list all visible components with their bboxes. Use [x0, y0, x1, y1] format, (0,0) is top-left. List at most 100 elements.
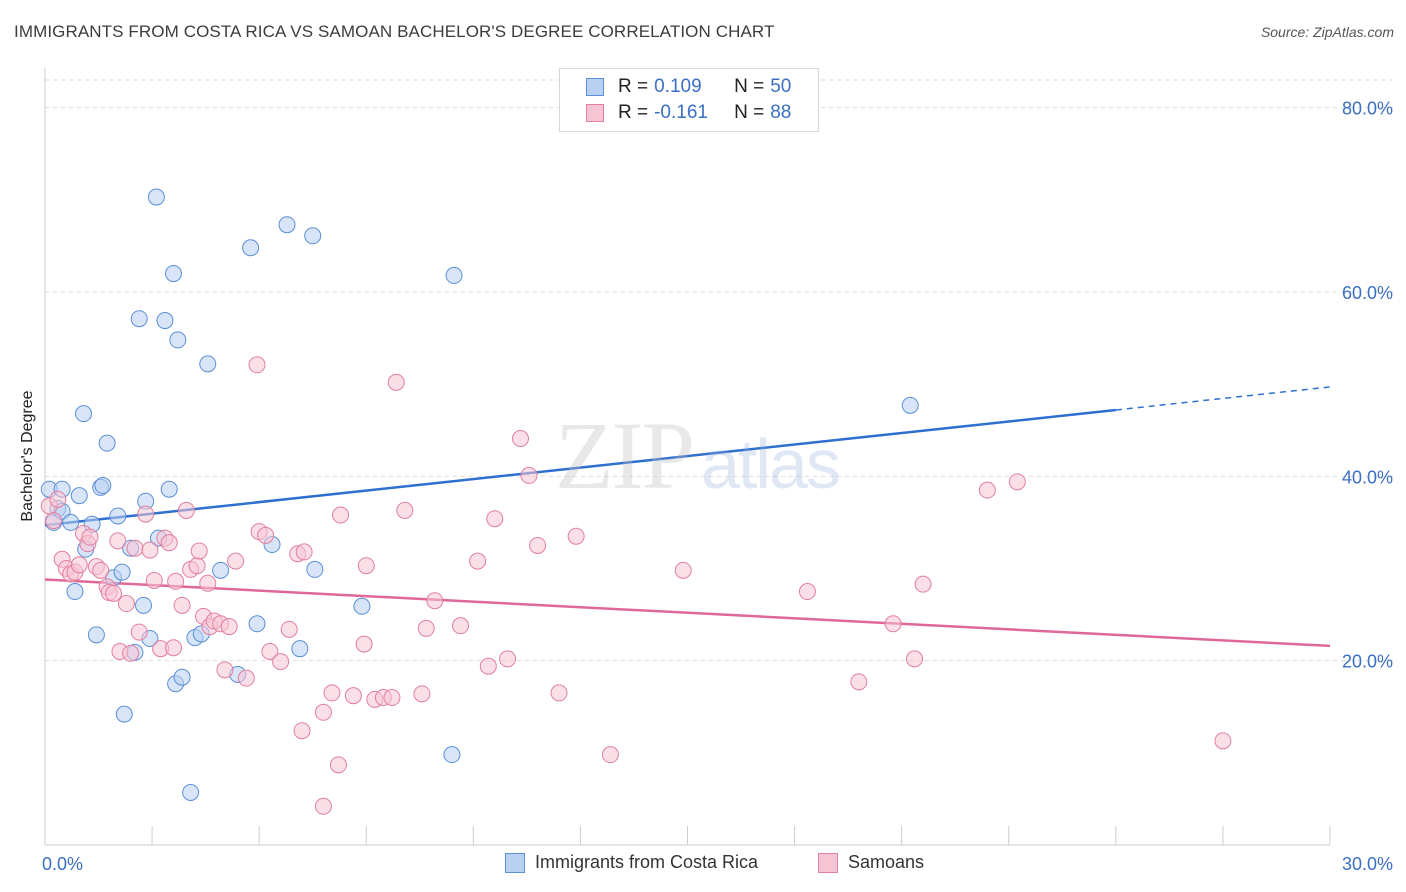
- point-samoans: [550, 684, 568, 702]
- y-tick-label: 40.0%: [1342, 467, 1393, 487]
- point-samoans: [237, 669, 255, 687]
- point-samoans: [850, 673, 868, 691]
- point-samoans: [261, 642, 279, 660]
- trend-line-costa-rica: [44, 408, 1116, 527]
- point-samoans: [293, 722, 311, 740]
- point-samoans: [323, 684, 341, 702]
- legend-n-value: 50: [770, 76, 792, 97]
- gridlines: [45, 79, 1393, 662]
- point-samoans: [884, 615, 902, 633]
- point-samoans: [105, 584, 123, 602]
- point-samoans: [479, 657, 497, 675]
- point-samoans: [165, 639, 182, 657]
- bottom-legend-label: Samoans: [848, 852, 925, 872]
- point-samoans: [216, 661, 234, 679]
- point-samoans: [257, 526, 275, 544]
- point-samoans: [906, 650, 924, 668]
- point-costa-rica: [304, 227, 322, 245]
- point-costa-rica: [70, 487, 88, 505]
- y-tick-label: 20.0%: [1342, 652, 1393, 672]
- point-costa-rica: [199, 355, 217, 373]
- point-costa-rica: [278, 216, 296, 234]
- point-samoans: [70, 556, 88, 574]
- point-samoans: [329, 756, 347, 774]
- point-samoans: [1008, 473, 1026, 491]
- point-samoans: [486, 510, 504, 528]
- point-costa-rica: [62, 513, 80, 531]
- legend-row-costa-rica: R = 0.109 N = 50: [586, 75, 791, 99]
- point-samoans: [81, 528, 99, 546]
- point-samoans: [529, 536, 547, 554]
- point-costa-rica: [75, 405, 93, 423]
- point-costa-rica: [160, 480, 178, 498]
- point-samoans: [355, 635, 373, 653]
- point-samoans: [190, 542, 208, 560]
- bottom-legend-swatch-pink: [818, 852, 838, 873]
- point-costa-rica: [66, 583, 84, 601]
- point-costa-rica: [242, 239, 260, 257]
- point-costa-rica: [94, 477, 112, 495]
- point-samoans: [914, 575, 932, 593]
- bottom-legend-samoans: Samoans: [818, 852, 924, 873]
- point-costa-rica: [173, 668, 191, 686]
- point-samoans: [160, 534, 178, 552]
- point-samoans: [173, 596, 191, 614]
- trend-lines: [44, 386, 1331, 648]
- trend-line-costa-rica-extension: [1115, 386, 1331, 411]
- point-costa-rica: [113, 563, 131, 581]
- point-samoans: [167, 572, 185, 590]
- x-tick-label: 0.0%: [42, 854, 83, 874]
- bottom-legend-label: Immigrants from Costa Rica: [535, 852, 759, 872]
- legend-r-value: -0.161: [654, 102, 708, 123]
- point-costa-rica: [248, 615, 266, 633]
- axes: [44, 68, 1331, 846]
- point-costa-rica: [306, 560, 324, 578]
- legend-n-value: 88: [770, 102, 792, 123]
- point-samoans: [122, 644, 140, 662]
- legend-r-label: R =: [618, 102, 649, 123]
- bottom-legend-costa-rica: Immigrants from Costa Rica: [505, 852, 758, 873]
- x-tick-label: 30.0%: [1342, 854, 1393, 874]
- point-samoans: [49, 490, 67, 508]
- point-samoans: [674, 561, 692, 579]
- point-samoans: [145, 571, 163, 589]
- point-samoans: [130, 623, 148, 641]
- legend-swatch-pink: [586, 104, 604, 122]
- point-samoans: [141, 541, 159, 559]
- y-tick-label: 60.0%: [1342, 283, 1393, 303]
- point-samoans: [798, 583, 816, 601]
- point-samoans: [314, 703, 332, 721]
- point-samoans: [396, 501, 414, 519]
- point-samoans: [1214, 732, 1232, 750]
- point-samoans: [45, 512, 63, 530]
- point-costa-rica: [130, 310, 148, 328]
- point-samoans: [357, 557, 375, 575]
- chart-title: IMMIGRANTS FROM COSTA RICA VS SAMOAN BAC…: [14, 22, 775, 41]
- trend-line-samoans: [44, 578, 1331, 648]
- point-costa-rica: [98, 434, 116, 452]
- y-tick-label: 80.0%: [1342, 99, 1393, 119]
- point-costa-rica: [87, 626, 105, 644]
- point-samoans: [499, 650, 517, 668]
- point-samoans: [426, 592, 444, 610]
- y-axis-label: Bachelor's Degree: [19, 390, 36, 522]
- point-samoans: [280, 620, 298, 638]
- point-samoans: [344, 687, 362, 705]
- point-costa-rica: [147, 188, 165, 206]
- point-samoans: [332, 506, 350, 524]
- point-samoans: [978, 481, 996, 499]
- point-costa-rica: [212, 561, 230, 579]
- legend-r-label: R =: [618, 76, 649, 97]
- point-samoans: [451, 617, 469, 635]
- point-samoans: [227, 552, 245, 570]
- point-costa-rica: [165, 265, 182, 283]
- point-samoans: [248, 356, 266, 374]
- point-samoans: [272, 653, 290, 671]
- point-costa-rica: [169, 331, 187, 349]
- point-costa-rica: [182, 783, 200, 801]
- correlation-legend: R = 0.109 N = 50 R = -0.161 N = 88: [559, 68, 819, 132]
- point-samoans: [413, 685, 431, 703]
- legend-n-label: N =: [734, 76, 765, 97]
- point-samoans: [383, 689, 401, 707]
- point-samoans: [601, 746, 619, 764]
